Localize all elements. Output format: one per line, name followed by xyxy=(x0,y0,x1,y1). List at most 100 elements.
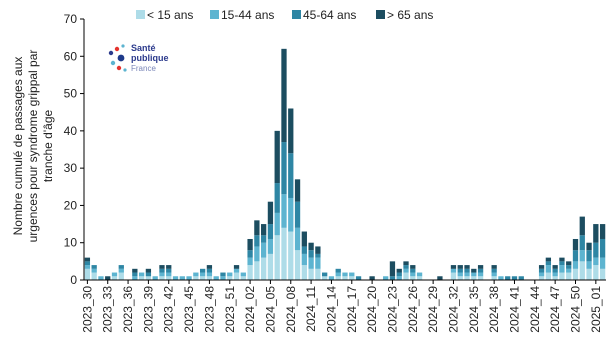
y-tick-label: 40 xyxy=(64,124,78,138)
bar-segment-3-2024_20 xyxy=(369,276,374,280)
x-tick-label: 2023_48 xyxy=(202,286,216,333)
bar-segment-1-2024_36 xyxy=(478,273,483,277)
bar-segment-0-2024_52 xyxy=(586,269,591,280)
bar-segment-1-2024_34 xyxy=(464,273,469,277)
bar-segment-3-2024_24 xyxy=(397,269,402,273)
bar-segment-2-2024_49 xyxy=(566,265,571,269)
bar-segment-0-2023_42 xyxy=(166,276,171,280)
x-tick-label: 2023_39 xyxy=(141,286,155,333)
bar-segment-2-2024_02 xyxy=(247,250,252,257)
bar-segment-3-2023_42 xyxy=(166,265,171,269)
bar-segment-2-2024_18 xyxy=(356,276,361,280)
x-tick-label: 2023_36 xyxy=(121,286,135,333)
y-tick-label: 70 xyxy=(64,12,78,26)
x-tick-label: 2024_02 xyxy=(243,286,257,333)
bar-segment-3-2023_37 xyxy=(132,269,137,273)
bar-segment-2-2023_50 xyxy=(220,273,225,277)
bar-segment-1-2024_27 xyxy=(417,273,422,277)
bar-segment-3-2024_38 xyxy=(492,265,497,269)
bar-segment-3-2024_49 xyxy=(566,261,571,265)
bar-segment-3-2024_02 xyxy=(247,239,252,250)
bar-segment-3-2025_02 xyxy=(600,224,605,239)
y-tick-label: 60 xyxy=(64,49,78,63)
x-tick-label: 2024_26 xyxy=(406,286,420,333)
legend-label-15-44: 15-44 ans xyxy=(221,8,274,22)
x-tick-label: 2024_38 xyxy=(487,286,501,333)
bar-segment-2-2024_47 xyxy=(553,269,558,273)
x-tick-label: 2024_20 xyxy=(365,286,379,333)
bar-segment-2-2023_31 xyxy=(92,265,97,269)
legend-label-lt15: < 15 ans xyxy=(147,8,193,22)
logo-line-2: publique xyxy=(131,53,169,63)
bar-segment-1-2024_45 xyxy=(539,273,544,277)
x-tick-label: 2024_44 xyxy=(528,286,542,333)
bar-segment-2-2024_40 xyxy=(505,276,510,280)
bar-segment-3-2024_46 xyxy=(546,258,551,262)
bar-segment-3-2024_10 xyxy=(302,232,307,247)
bar-segment-2-2023_47 xyxy=(200,269,205,273)
bar-segment-3-2024_23 xyxy=(390,261,395,276)
bar-segment-3-2024_48 xyxy=(559,258,564,262)
y-tick-label: 20 xyxy=(64,198,78,212)
bar-segment-1-2023_46 xyxy=(193,273,198,277)
bar-segment-3-2024_04 xyxy=(261,224,266,235)
bar-segment-1-2024_33 xyxy=(458,273,463,277)
bar-segment-3-2024_25 xyxy=(403,261,408,265)
logo-line-3: France xyxy=(131,64,156,73)
bar-segment-0-2023_52 xyxy=(234,273,239,280)
bar-segment-0-2024_16 xyxy=(342,276,347,280)
x-tick-label: 2024_17 xyxy=(345,286,359,333)
bar-segment-0-2024_05 xyxy=(268,254,273,280)
bar-segment-1-2024_50 xyxy=(573,261,578,268)
sante-publique-france-logo: Santé publique France xyxy=(109,43,169,73)
bar-segment-2-2024_13 xyxy=(322,273,327,277)
bar-segment-2-2024_38 xyxy=(492,269,497,273)
bar-segment-2-2023_35 xyxy=(119,265,124,269)
bar-segment-3-2023_30 xyxy=(85,258,90,262)
bar-segment-1-2024_11 xyxy=(308,258,313,269)
bar-segment-1-2024_08 xyxy=(288,198,293,232)
bar-segment-0-2024_07 xyxy=(281,228,286,280)
bar-segment-3-2025_01 xyxy=(593,224,598,243)
bar-segment-3-2024_26 xyxy=(410,265,415,269)
bar-segment-0-2024_46 xyxy=(546,273,551,280)
bar-segment-0-2023_34 xyxy=(112,276,117,280)
bar-segment-3-2024_30 xyxy=(437,276,442,280)
bar-segment-1-2024_01 xyxy=(241,273,246,277)
bar-segment-0-2024_13 xyxy=(322,276,327,280)
y-axis-title-line-3: tranche d'âge xyxy=(41,110,55,183)
bar-segment-2-2024_36 xyxy=(478,269,483,273)
bar-segment-1-2024_48 xyxy=(559,265,564,272)
bar-segment-1-2024_26 xyxy=(410,273,415,277)
x-tick-label: 2024_29 xyxy=(426,286,440,333)
x-tick-label: 2024_08 xyxy=(284,286,298,333)
bar-segment-2-2024_45 xyxy=(539,269,544,273)
legend-swatch-lt15 xyxy=(136,10,145,19)
bar-segment-1-2023_52 xyxy=(234,269,239,273)
y-axis-title-line-1: Nombre cumulé de passages aux xyxy=(11,57,25,236)
x-tick-label: 2023_33 xyxy=(101,286,115,333)
bar-segment-0-2024_35 xyxy=(471,276,476,280)
bar-segment-1-2023_42 xyxy=(166,273,171,277)
bar-segment-2-2024_52 xyxy=(586,250,591,261)
legend-swatch-gt65 xyxy=(376,10,385,19)
bar-segment-1-2024_52 xyxy=(586,261,591,268)
bar-segment-3-2023_48 xyxy=(207,265,212,269)
bar-segment-2-2024_04 xyxy=(261,235,266,242)
bar-segment-0-2023_31 xyxy=(92,273,97,280)
bar-segment-1-2024_35 xyxy=(471,273,476,277)
bar-segment-1-2023_30 xyxy=(85,265,90,269)
bar-segment-0-2024_09 xyxy=(295,250,300,280)
bar-segment-1-2023_40 xyxy=(153,276,158,280)
y-tick-label: 50 xyxy=(64,87,78,101)
legend: < 15 ans 15-44 ans 45-64 ans > 65 ans xyxy=(136,8,433,22)
bar-segment-2-2024_48 xyxy=(559,261,564,265)
bar-segment-2-2024_09 xyxy=(295,202,300,228)
bar-segment-1-2024_25 xyxy=(403,269,408,273)
bar-segment-1-2023_34 xyxy=(112,273,117,277)
bar-segment-2-2023_39 xyxy=(146,273,151,277)
bar-segment-0-2024_47 xyxy=(553,276,558,280)
x-tick-label: 2023_45 xyxy=(182,286,196,333)
bar-segment-1-2024_47 xyxy=(553,273,558,277)
